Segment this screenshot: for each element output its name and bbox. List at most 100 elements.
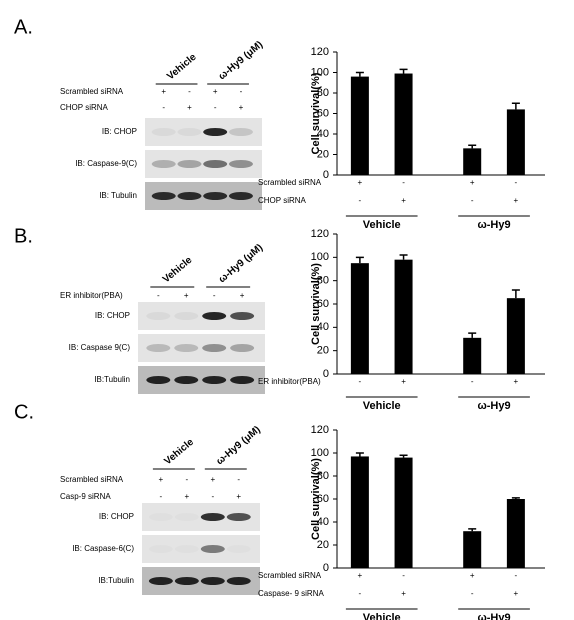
error-bar (399, 68, 408, 74)
blot-sign: - (162, 103, 165, 112)
y-tick-label: 20 (317, 345, 329, 357)
band (175, 545, 199, 553)
blot-group-label: ω-Hy9 (μM) (217, 39, 265, 82)
condition-label: CHOP siRNA (258, 196, 307, 205)
band (230, 312, 255, 320)
y-tick-label: 20 (317, 539, 329, 551)
band (203, 160, 228, 168)
band-label: IB: Caspase-6(C) (72, 544, 134, 553)
group-label: Vehicle (363, 400, 401, 412)
blot-sign: - (188, 87, 191, 96)
condition-sign: + (470, 571, 475, 580)
bar (394, 457, 413, 568)
y-tick-label: 80 (317, 275, 329, 287)
y-tick-label: 40 (317, 321, 329, 333)
band (228, 128, 253, 136)
y-tick-label: 0 (323, 368, 329, 380)
group-label: ω-Hy9 (477, 400, 510, 412)
condition-sign: - (359, 589, 362, 598)
band (148, 577, 173, 585)
y-tick-label: 120 (311, 228, 329, 240)
panel-label: A. (14, 16, 33, 38)
y-tick-label: 0 (323, 562, 329, 574)
band (149, 545, 173, 553)
error-bar (355, 71, 364, 77)
condition-label: ER inhibitor(PBA) (258, 377, 321, 386)
band-label: IB: CHOP (99, 512, 134, 521)
bar (506, 298, 525, 374)
error-bar (511, 497, 520, 499)
condition-sign: + (401, 196, 406, 205)
blot-sign: + (240, 291, 245, 300)
band (228, 192, 253, 200)
bar (463, 531, 482, 568)
band (203, 192, 228, 200)
condition-sign: - (471, 377, 474, 386)
y-tick-label: 60 (317, 493, 329, 505)
y-tick-label: 80 (317, 470, 329, 482)
bar (394, 73, 413, 175)
blot-condition: Scrambled siRNA (60, 87, 124, 96)
blot-sign: + (159, 475, 164, 484)
y-tick-label: 0 (323, 169, 329, 181)
condition-sign: + (358, 178, 363, 187)
band (151, 160, 176, 168)
band (202, 376, 227, 384)
bar (506, 109, 525, 175)
band (177, 128, 202, 136)
blot-sign: - (240, 87, 243, 96)
band-label: IB:Tubulin (98, 576, 134, 585)
panel-label: B. (14, 225, 33, 247)
blot-sign: + (236, 492, 241, 501)
band (151, 192, 176, 200)
band (226, 577, 251, 585)
condition-sign: - (359, 196, 362, 205)
band-label: IB: Caspase 9(C) (69, 343, 131, 352)
blot-group-label: Vehicle (162, 436, 196, 467)
y-tick-label: 20 (317, 148, 329, 160)
blot-group-label: Vehicle (165, 51, 199, 82)
y-tick-label: 60 (317, 298, 329, 310)
band (203, 128, 228, 136)
band (230, 376, 255, 384)
condition-sign: + (514, 377, 519, 386)
y-tick-label: 120 (311, 424, 329, 436)
y-tick-label: 40 (317, 516, 329, 528)
condition-sign: + (401, 589, 406, 598)
blot-sign: + (184, 291, 189, 300)
band (175, 513, 199, 521)
group-label: Vehicle (363, 219, 401, 231)
condition-sign: + (470, 178, 475, 187)
condition-sign: - (402, 178, 405, 187)
error-bar (511, 289, 520, 299)
band (200, 513, 225, 521)
y-tick-label: 40 (317, 128, 329, 140)
blot-sign: + (210, 475, 215, 484)
blot-condition: Scrambled siRNA (60, 475, 124, 484)
blot-sign: - (211, 492, 214, 501)
blot-condition: ER inhibitor(PBA) (60, 291, 123, 300)
y-axis-label: Cell survival(%) (310, 263, 322, 345)
condition-sign: - (515, 178, 518, 187)
error-bar (399, 454, 408, 458)
blot-group-label: ω-Hy9 (μM) (214, 424, 262, 467)
error-bar (355, 452, 364, 457)
band (151, 128, 176, 136)
panel-label: C. (14, 401, 34, 423)
band (146, 344, 171, 352)
band (202, 312, 227, 320)
band (149, 513, 173, 521)
error-bar (511, 102, 520, 110)
condition-sign: - (402, 571, 405, 580)
band (202, 344, 227, 352)
condition-label: Caspase- 9 siRNA (258, 589, 324, 598)
band (174, 344, 199, 352)
band-label: IB: CHOP (95, 311, 130, 320)
group-label: ω-Hy9 (477, 219, 510, 231)
band-label: IB:Tubulin (94, 375, 130, 384)
error-bar (468, 144, 477, 149)
band (174, 312, 199, 320)
error-bar (468, 332, 477, 338)
bar (394, 259, 413, 374)
